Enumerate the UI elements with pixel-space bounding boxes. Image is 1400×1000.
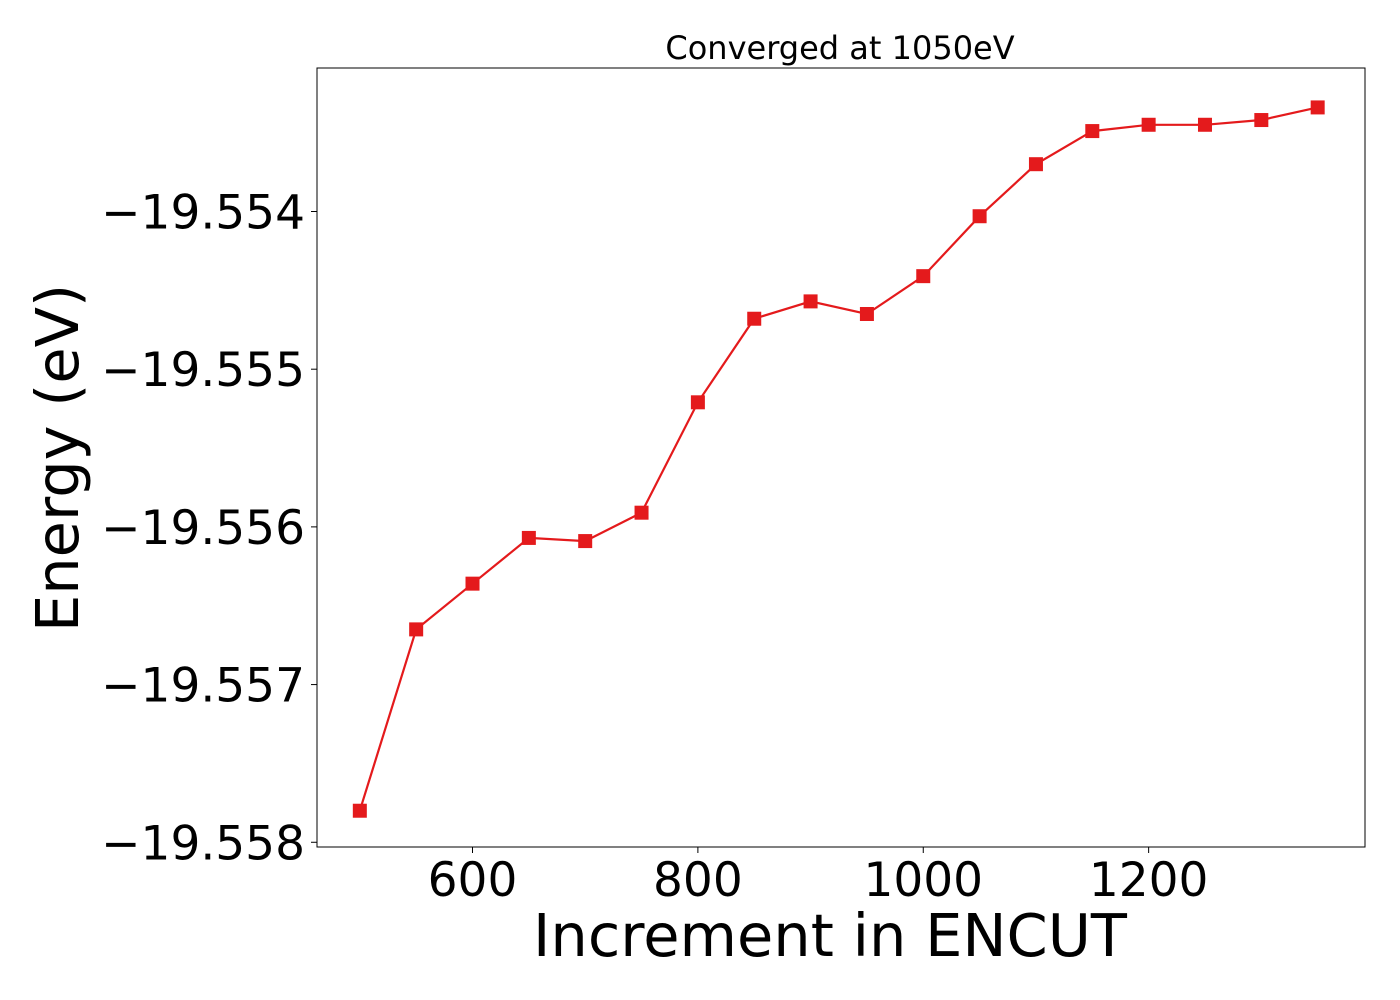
y-axis-label: Energy (eV) (23, 284, 92, 632)
chart-title: Converged at 1050eV (665, 29, 1014, 67)
data-point-marker (747, 311, 762, 326)
y-tick-label: −19.554 (101, 186, 305, 241)
y-tick-label: −19.557 (101, 659, 305, 714)
data-point-marker (916, 269, 931, 284)
data-point-marker (1197, 117, 1212, 132)
x-axis: 600 800 1000 1200 (428, 847, 1209, 908)
data-point-marker (803, 294, 818, 309)
plot-area-frame (316, 67, 1366, 848)
data-point-marker (409, 622, 424, 637)
y-tick-label: −19.556 (101, 501, 305, 556)
data-point-marker (634, 505, 649, 520)
data-point-marker (1141, 117, 1156, 132)
x-tick-label: 600 (428, 853, 518, 908)
data-point-marker (465, 576, 480, 591)
data-point-marker (1085, 124, 1100, 139)
y-axis: −19.554 −19.555 −19.556 −19.557 −19.558 (101, 186, 317, 871)
y-tick-label: −19.555 (101, 343, 305, 398)
x-tick-label: 1000 (863, 853, 983, 908)
series-line (358, 106, 1318, 812)
data-point-marker (859, 307, 874, 321)
series-layer (352, 100, 1325, 818)
x-tick-label: 800 (653, 853, 743, 908)
data-point-marker (352, 803, 367, 818)
data-point-marker (1254, 113, 1269, 128)
data-point-marker (1028, 157, 1043, 172)
data-point-marker (521, 530, 536, 545)
y-tick-label: −19.558 (101, 816, 305, 871)
data-point-marker (690, 395, 705, 410)
x-axis-label: Increment in ENCUT (533, 901, 1128, 970)
data-point-marker (578, 534, 593, 549)
data-point-marker (972, 209, 987, 224)
data-point-marker (1310, 100, 1325, 115)
x-tick-label: 1200 (1089, 853, 1209, 908)
